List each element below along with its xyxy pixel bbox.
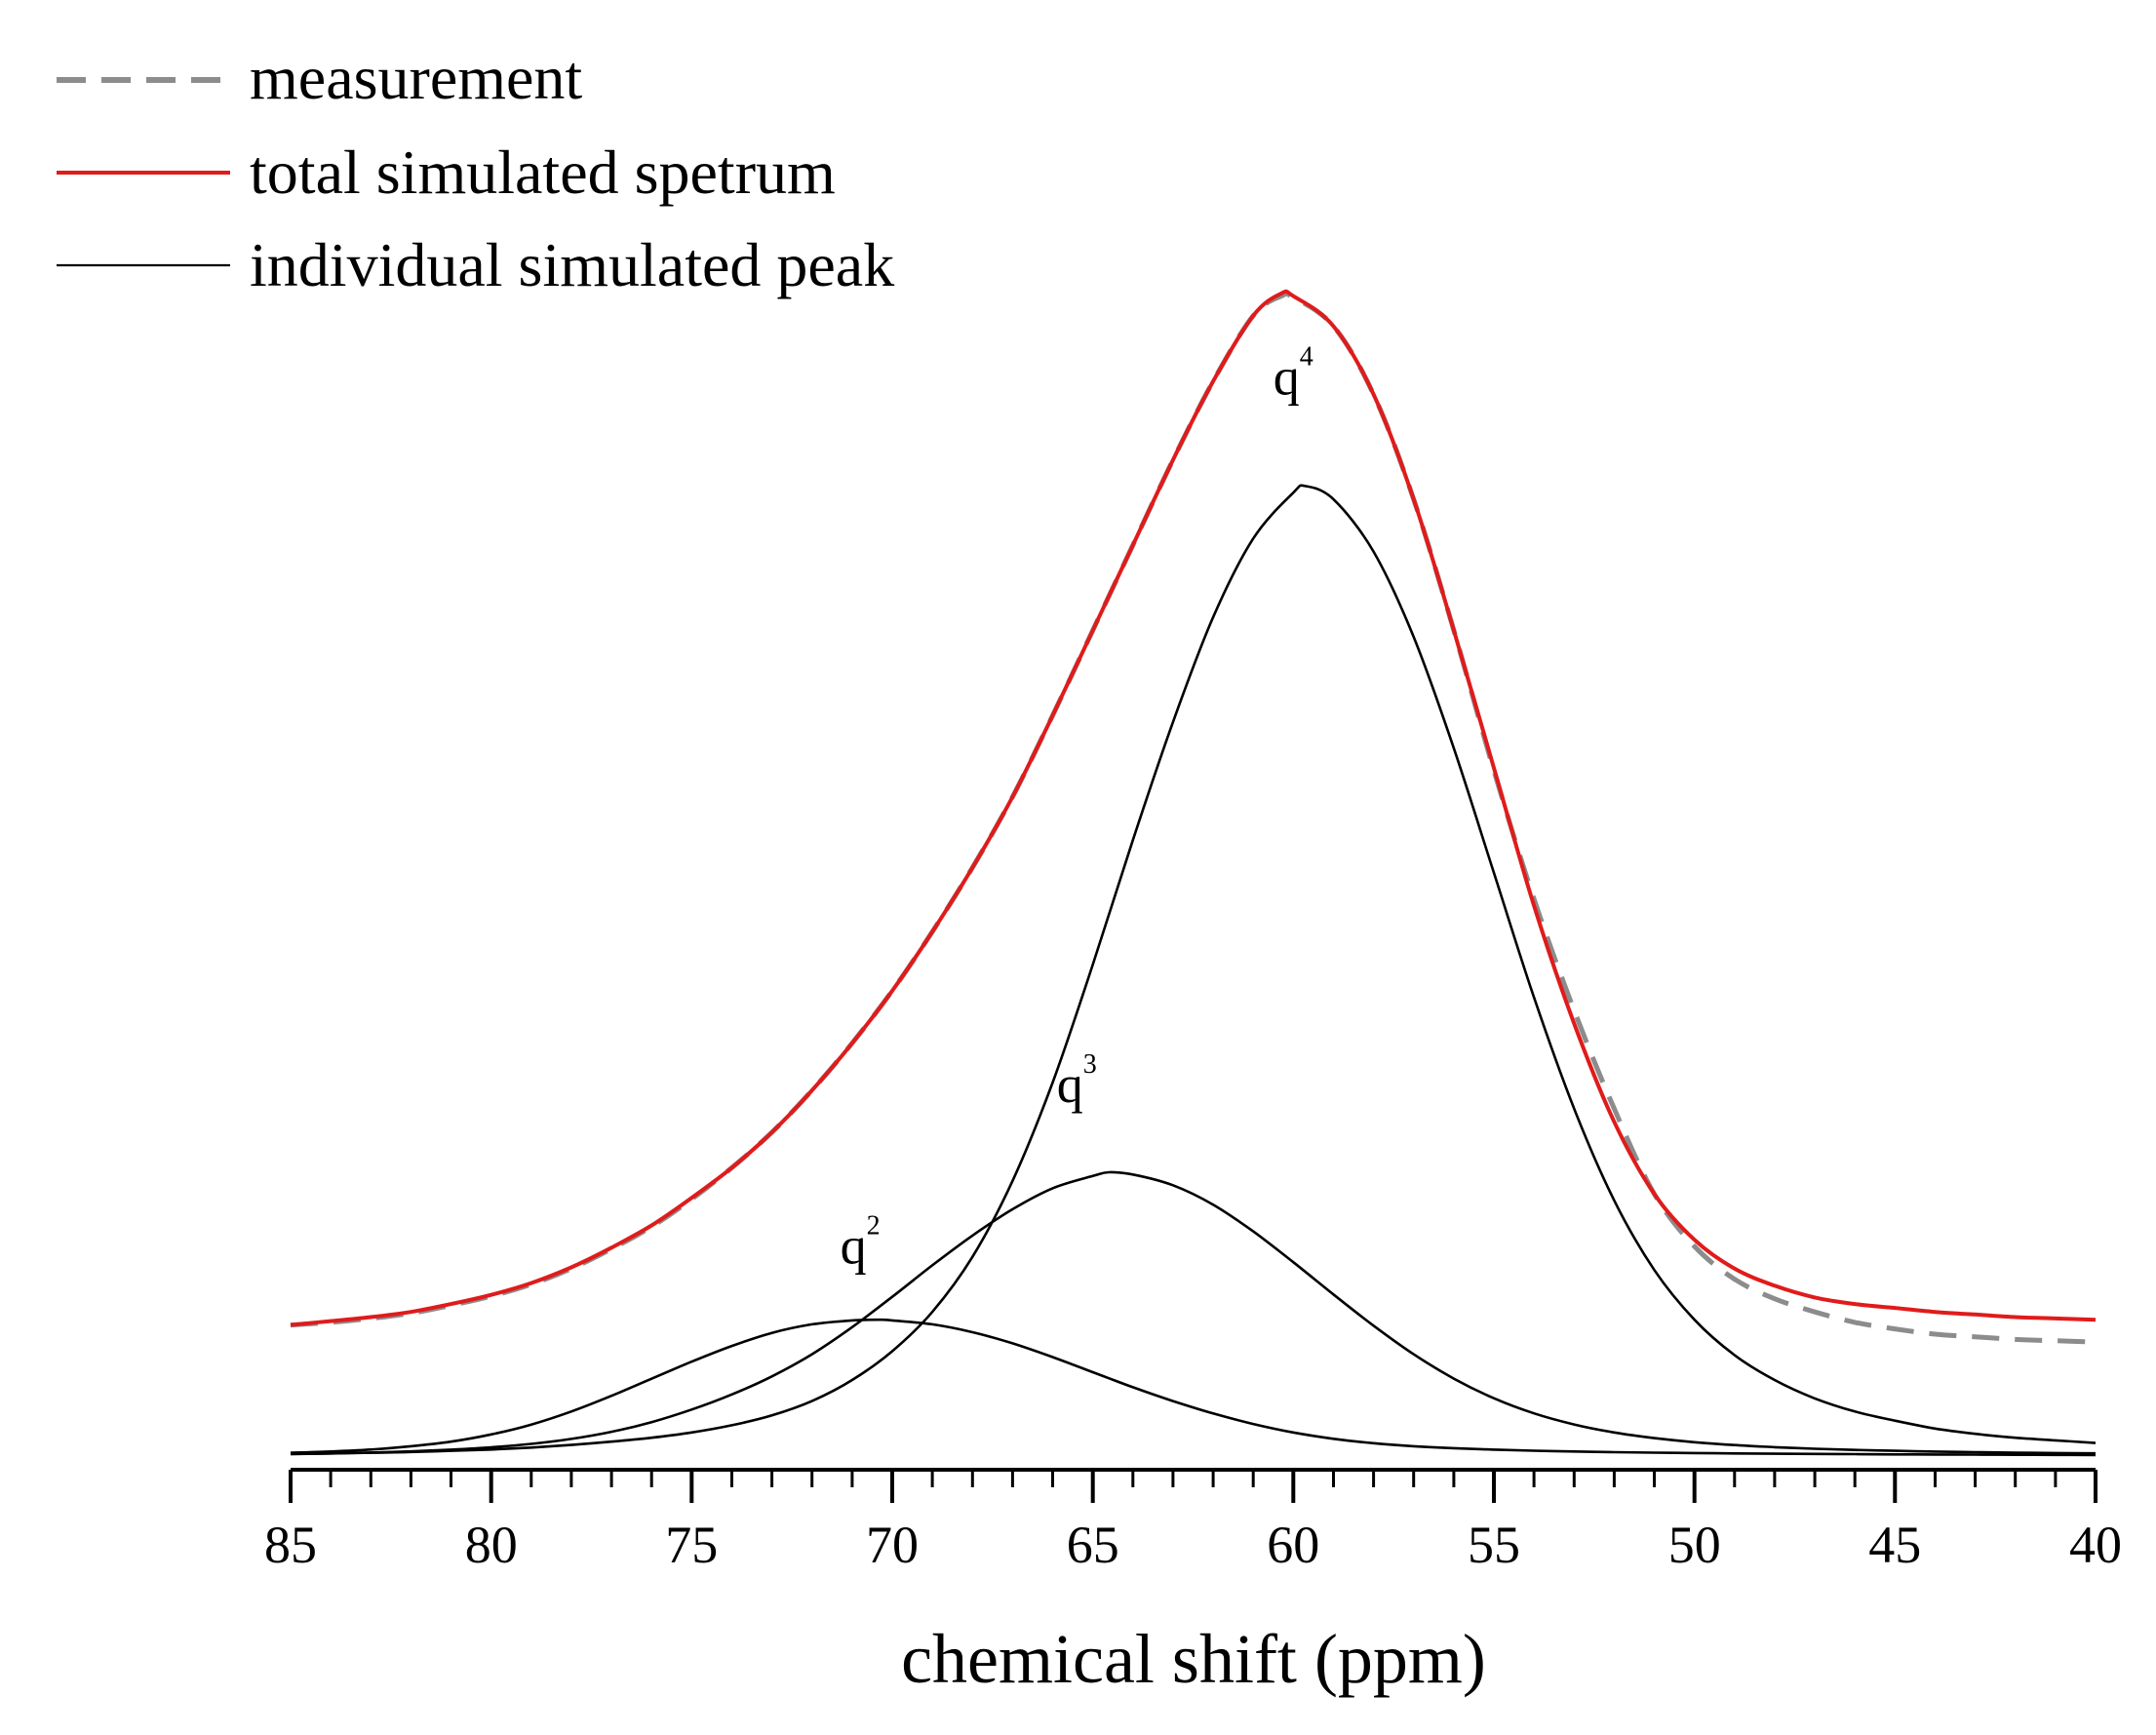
x-tick-label: 80 bbox=[465, 1516, 518, 1574]
annotation-q2-base: q bbox=[841, 1216, 867, 1275]
x-axis-label: chemical shift (ppm) bbox=[901, 1620, 1486, 1698]
x-axis: 85 80 75 70 65 60 55 50 45 40 chemical shift (ppm… bbox=[264, 1468, 2122, 1698]
x-axis-tick-labels: 85 80 75 70 65 60 55 50 45 40 bbox=[264, 1516, 2122, 1574]
x-tick-label: 40 bbox=[2069, 1516, 2122, 1574]
annotation-q2: q2 bbox=[841, 1210, 881, 1275]
annotation-q2-sup: 2 bbox=[867, 1210, 881, 1241]
x-tick-label: 50 bbox=[1668, 1516, 1721, 1574]
x-tick-label: 65 bbox=[1067, 1516, 1119, 1574]
x-tick-label: 85 bbox=[264, 1516, 317, 1574]
x-tick-label: 70 bbox=[866, 1516, 919, 1574]
x-tick-label: 45 bbox=[1868, 1516, 1921, 1574]
series-individual-peak-q2 bbox=[290, 1318, 2097, 1457]
x-tick-label: 60 bbox=[1267, 1516, 1319, 1574]
plot-area bbox=[290, 289, 2097, 1457]
legend-measurement-label: measurement bbox=[250, 43, 582, 112]
legend: measurement total simulated spetrum indi… bbox=[57, 43, 894, 299]
x-tick-label: 55 bbox=[1468, 1516, 1520, 1574]
annotation-q3: q3 bbox=[1057, 1049, 1097, 1114]
legend-individual-label: individual simulated peak bbox=[250, 230, 894, 299]
annotation-q4: q4 bbox=[1274, 341, 1313, 406]
series-measurement bbox=[290, 291, 2097, 1345]
series-individual-peak-q4 bbox=[290, 484, 2097, 1456]
annotation-q4-sup: 4 bbox=[1300, 341, 1313, 372]
peak-annotations: q2 q3 q4 bbox=[841, 341, 1313, 1275]
annotation-q3-base: q bbox=[1057, 1055, 1083, 1114]
series-individual-peak-q3 bbox=[290, 1170, 2097, 1456]
annotation-q3-sup: 3 bbox=[1083, 1049, 1097, 1080]
annotation-q4-base: q bbox=[1274, 347, 1300, 406]
x-axis-ticks bbox=[289, 1470, 2097, 1503]
x-tick-label: 75 bbox=[665, 1516, 718, 1574]
series-total-simulated-spectrum bbox=[290, 289, 2097, 1327]
legend-total-label: total simulated spetrum bbox=[250, 138, 836, 207]
